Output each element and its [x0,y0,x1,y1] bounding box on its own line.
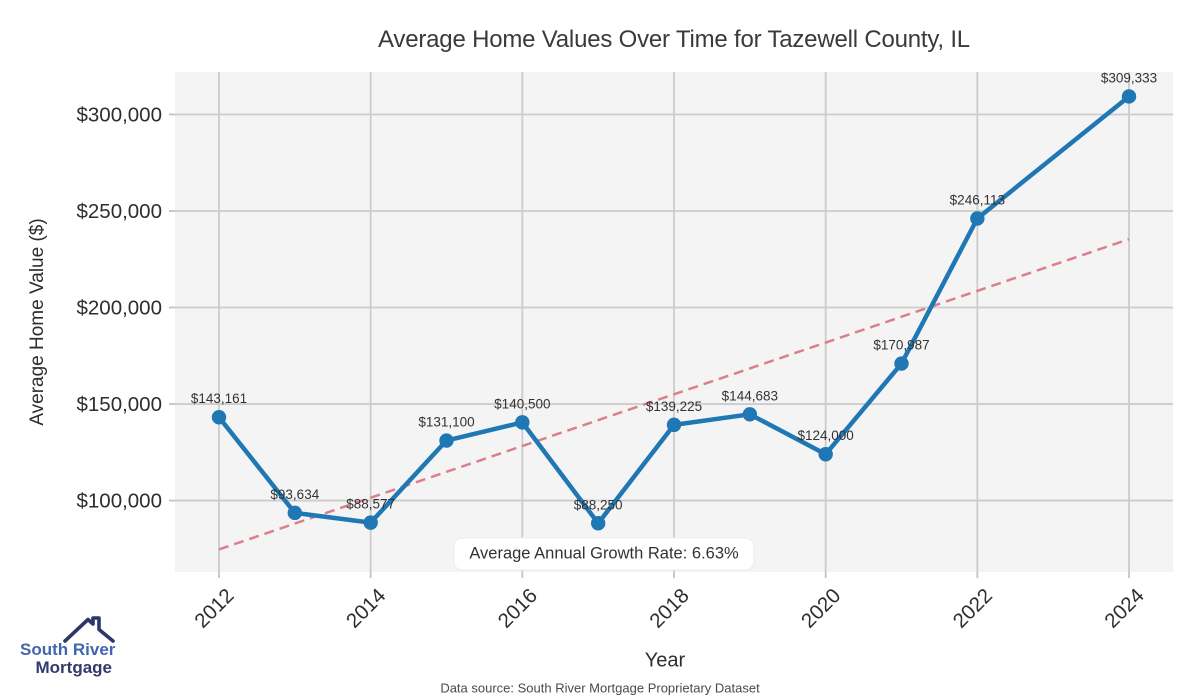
data-point-marker [439,433,454,448]
house-roof-icon [63,616,115,643]
data-point-label: $170,987 [873,338,929,353]
trend-line [218,237,1130,551]
x-tick-label: 2022 [948,584,997,633]
data-point-label: $143,161 [191,391,247,406]
y-tick-label: $200,000 [76,297,162,320]
data-point-label: $246,113 [950,193,1005,208]
x-tick-label: 2016 [493,584,542,633]
y-tick-label: $250,000 [76,200,162,223]
x-tick-label: 2024 [1100,584,1149,633]
data-point-marker [363,515,378,530]
y-tick-label: $150,000 [76,393,162,416]
x-tick-label: 2012 [190,584,239,633]
data-point-marker [666,417,682,433]
data-point-label: $124,000 [798,428,854,443]
data-point-label: $88,250 [574,497,623,512]
data-point-marker [211,410,227,425]
x-tick-label: 2018 [645,584,694,633]
x-tick-label: 2014 [342,584,391,633]
x-axis-label: Year [644,649,686,672]
data-point-label: $144,683 [722,388,778,403]
roof-path [63,616,115,643]
data-point-marker [590,516,606,531]
x-tick-label: 2020 [797,584,846,633]
data-point-marker [894,356,909,371]
data-point-marker [287,505,303,521]
logo-text-line2: Mortgage [35,658,113,677]
data-point-marker [1121,89,1137,104]
data-source-note: Data source: South River Mortgage Propri… [440,680,760,696]
data-point-label: $93,634 [270,487,319,502]
logo-text-line1: South River [20,640,116,659]
chart-title: Average Home Values Over Time for Tazewe… [378,26,970,53]
data-point-marker [970,211,985,226]
data-point-label: $140,500 [494,396,550,411]
data-point-label: $139,225 [646,399,702,414]
company-logo: South River Mortgage [20,615,116,678]
y-tick-label: $300,000 [76,103,162,126]
data-point-label: $131,100 [418,415,474,430]
data-point-marker [515,415,530,430]
data-point-marker [742,407,758,422]
data-point-label: $309,333 [1101,70,1157,85]
data-point-marker [818,447,833,462]
series-line [216,94,1132,526]
y-axis-label: Average Home Value ($) [27,218,48,426]
growth-rate-annotation: Average Annual Growth Rate: 6.63% [453,537,755,571]
data-point-label: $88,577 [346,497,395,512]
y-tick-label: $100,000 [76,490,162,513]
